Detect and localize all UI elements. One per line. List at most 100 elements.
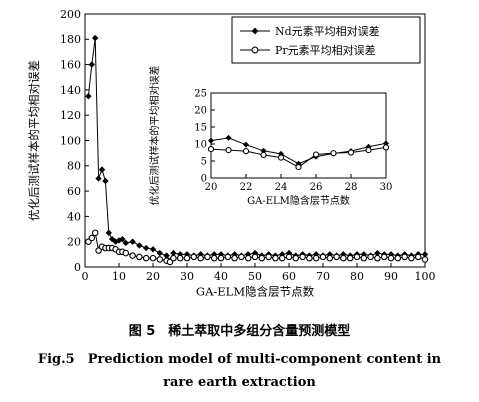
data-point xyxy=(122,239,129,247)
y-tick-label: 180 xyxy=(60,33,81,46)
data-point xyxy=(95,175,102,182)
x-tick-label: 10 xyxy=(112,270,126,283)
data-point xyxy=(265,253,272,261)
data-point xyxy=(312,151,320,158)
data-point xyxy=(163,252,170,259)
data-point xyxy=(92,34,99,42)
data-point xyxy=(88,61,95,68)
inset-plot: 20 22 24 26 28 30 0 5 10 15 20 25 GA-ELM隐含层节点数 优化后测试样… xyxy=(145,66,400,230)
data-point xyxy=(353,253,361,261)
data-point xyxy=(374,254,381,262)
data-point xyxy=(295,164,302,171)
x-tick-label: 24 xyxy=(275,182,288,193)
x-tick-label: 26 xyxy=(310,182,323,193)
data-point xyxy=(142,254,150,262)
data-point xyxy=(231,254,238,262)
y-tick-label: 15 xyxy=(194,123,207,134)
data-point xyxy=(136,242,143,249)
data-point xyxy=(326,254,334,262)
y-axis-label: 优化后测试样本的平均相对误差 xyxy=(27,60,41,221)
data-point xyxy=(183,254,191,262)
y-tick-label: 200 xyxy=(60,8,81,21)
data-point xyxy=(136,253,143,261)
legend: Nd元素平均相对误差 Pr元素平均相对误差 xyxy=(231,16,421,64)
data-point xyxy=(225,134,232,141)
data-point xyxy=(129,252,136,259)
data-point xyxy=(190,253,198,261)
y-tick-label: 60 xyxy=(67,185,81,198)
y-axis-label: 优化后测试样本的平均相对误差 xyxy=(148,66,161,206)
data-point xyxy=(129,238,136,245)
y-tick-label: 160 xyxy=(60,58,81,71)
data-point xyxy=(242,148,250,155)
data-point xyxy=(88,234,96,242)
data-point xyxy=(333,253,340,261)
figure-caption-english-line1: Fig.5 Prediction model of multi-componen… xyxy=(37,352,442,367)
y-tick-label: 10 xyxy=(194,140,207,151)
data-point xyxy=(312,254,320,262)
data-point xyxy=(278,254,286,262)
x-tick-label: 80 xyxy=(350,270,364,283)
data-point xyxy=(360,254,368,262)
x-tick-label: 100 xyxy=(415,270,436,283)
x-tick-label: 40 xyxy=(214,270,228,283)
figure-caption-chinese: 图 5 稀土萃取中多组分含量预测模型 xyxy=(128,324,351,339)
x-tick-label: 60 xyxy=(282,270,296,283)
legend-marker xyxy=(251,27,259,35)
y-tick-label: 0 xyxy=(201,174,207,185)
data-point xyxy=(204,253,211,261)
x-axis-label: GA-ELM隐含层节点数 xyxy=(196,285,315,299)
legend-item: Pr元素平均相对误差 xyxy=(240,43,376,57)
data-point xyxy=(170,254,177,262)
data-point xyxy=(299,253,306,261)
data-point xyxy=(208,137,214,144)
legend-marker xyxy=(251,46,259,54)
data-point xyxy=(330,150,337,157)
data-point xyxy=(115,237,123,244)
data-point xyxy=(156,256,164,263)
data-point xyxy=(347,149,355,156)
legend-item: Nd元素平均相对误差 xyxy=(240,24,380,38)
data-point xyxy=(156,249,163,257)
legend-label: Pr元素平均相对误差 xyxy=(275,43,376,57)
data-point xyxy=(210,254,218,262)
plot-frame xyxy=(210,92,387,179)
y-tick-label: 80 xyxy=(67,160,81,173)
data-point xyxy=(149,246,157,253)
data-point xyxy=(367,253,374,261)
data-point xyxy=(306,254,313,262)
data-point xyxy=(421,251,429,258)
x-tick-label: 22 xyxy=(240,182,253,193)
y-tick-label: 100 xyxy=(60,134,81,147)
data-point xyxy=(285,253,293,261)
data-point xyxy=(105,229,112,237)
inset-background xyxy=(145,80,400,230)
data-point xyxy=(346,254,354,262)
x-tick-label: 20 xyxy=(146,270,160,283)
data-point xyxy=(244,254,252,262)
data-point xyxy=(225,147,232,154)
x-tick-label: 50 xyxy=(248,270,262,283)
data-point xyxy=(102,177,109,185)
data-point xyxy=(340,254,347,262)
x-tick-label: 30 xyxy=(380,182,393,193)
data-point xyxy=(224,253,232,261)
data-point xyxy=(421,256,429,263)
x-tick-label: 20 xyxy=(205,182,218,193)
y-tick-label: 140 xyxy=(60,84,81,97)
legend-label: Nd元素平均相对误差 xyxy=(275,24,380,38)
data-point xyxy=(387,254,395,262)
data-point xyxy=(251,253,259,261)
data-point xyxy=(176,254,184,262)
data-point xyxy=(374,249,381,257)
y-tick-label: 20 xyxy=(67,236,81,249)
figure-caption-english-line2: rare earth extraction xyxy=(163,375,316,390)
data-point xyxy=(243,141,249,148)
data-point xyxy=(260,151,267,158)
y-tick-label: 0 xyxy=(74,261,81,274)
legend-box xyxy=(231,16,421,64)
data-point xyxy=(382,144,390,151)
x-tick-label: 28 xyxy=(345,182,358,193)
data-point xyxy=(197,254,204,262)
data-point xyxy=(408,254,415,262)
